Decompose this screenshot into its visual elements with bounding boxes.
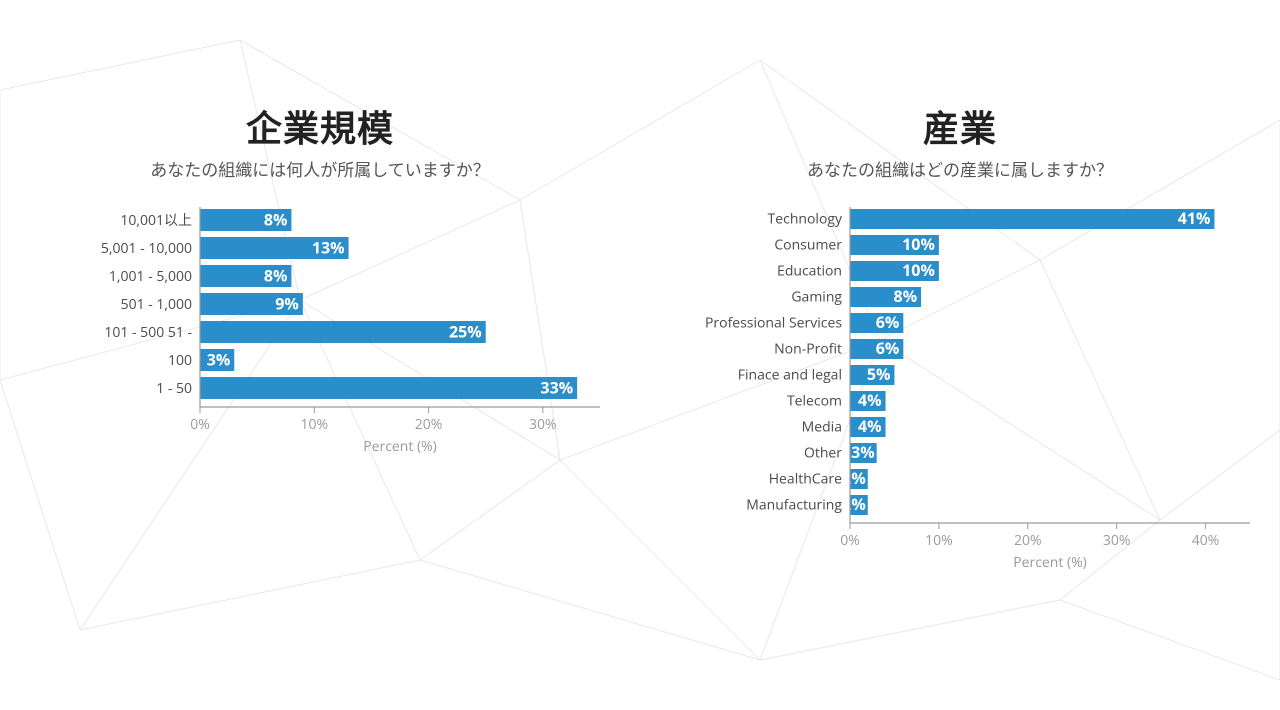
bar xyxy=(200,321,486,343)
category-label: Media xyxy=(802,417,842,436)
value-label: 41% xyxy=(1178,207,1211,229)
value-label: 3% xyxy=(851,441,875,463)
x-tick-label: 20% xyxy=(415,415,443,434)
bar xyxy=(850,209,1214,229)
category-label: 1 - 50 xyxy=(156,379,192,398)
x-tick-label: 0% xyxy=(840,531,860,550)
value-label: 8% xyxy=(264,265,288,287)
x-tick-label: 40% xyxy=(1192,531,1220,550)
x-axis-title: Percent (%) xyxy=(1013,553,1087,572)
value-label: 13% xyxy=(312,237,345,259)
value-label: 33% xyxy=(540,377,573,399)
x-tick-label: 30% xyxy=(1103,531,1131,550)
value-label: 3% xyxy=(207,349,231,371)
x-axis-title: Percent (%) xyxy=(363,437,437,456)
left-chart-subtitle: あなたの組織には何人が所属していますか？ xyxy=(150,156,490,181)
category-label: Non-Profit xyxy=(774,339,842,358)
bar xyxy=(200,377,577,399)
category-label: Consumer xyxy=(774,235,842,254)
value-label: 2% xyxy=(842,467,866,489)
category-label: Other xyxy=(804,443,842,462)
value-label: 5% xyxy=(867,363,891,385)
right-chart-subtitle: あなたの組織はどの産業に属しますか？ xyxy=(807,156,1113,181)
value-label: 4% xyxy=(858,389,882,411)
value-label: 10% xyxy=(902,259,935,281)
value-label: 6% xyxy=(876,311,900,333)
category-label: Telecom xyxy=(787,391,842,410)
value-label: 6% xyxy=(876,337,900,359)
category-label: Professional Services xyxy=(705,313,842,332)
category-label: 501 - 1,000 xyxy=(121,295,192,314)
category-label: Technology xyxy=(768,209,843,228)
value-label: 25% xyxy=(449,321,482,343)
left-chart-area: 10,001以上 8% 5,001 - 10,000 13% 1,001 - 5,000… xyxy=(30,199,610,484)
value-label: 2% xyxy=(842,493,866,515)
right-panel: 産業 あなたの組織はどの産業に属しますか？ Technology 41% Consu… xyxy=(640,100,1280,710)
value-label: 4% xyxy=(858,415,882,437)
x-tick-label: 0% xyxy=(190,415,210,434)
left-chart-svg: 10,001以上 8% 5,001 - 10,000 13% 1,001 - 5,000… xyxy=(30,199,610,479)
x-tick-label: 20% xyxy=(1014,531,1042,550)
category-label: 5,001 - 10,000 xyxy=(101,239,192,258)
left-chart-title: 企業規模 xyxy=(246,100,394,152)
category-label: 1,001 - 5,000 xyxy=(109,267,192,286)
category-label: 100 xyxy=(168,351,192,370)
right-chart-area: Technology 41% Consumer 10% Education 10% Gami… xyxy=(660,199,1260,624)
x-tick-label: 10% xyxy=(925,531,953,550)
value-label: 9% xyxy=(275,293,299,315)
value-label: 8% xyxy=(264,209,288,231)
right-chart-title: 産業 xyxy=(923,100,997,152)
category-label: Finace and legal xyxy=(738,365,842,384)
x-tick-label: 30% xyxy=(529,415,557,434)
value-label: 10% xyxy=(902,233,935,255)
category-label: Gaming xyxy=(791,287,842,306)
category-label: 101 - 500 51 - xyxy=(104,323,192,342)
category-label: HealthCare xyxy=(769,469,842,488)
category-label: Education xyxy=(777,261,842,280)
category-label: Manufacturing xyxy=(746,495,842,514)
right-chart-svg: Technology 41% Consumer 10% Education 10% Gami… xyxy=(660,199,1260,619)
chart-panels: 企業規模 あなたの組織には何人が所属していますか？ 10,001以上 8% 5,00… xyxy=(0,0,1280,710)
category-label: 10,001以上 xyxy=(120,211,192,230)
x-tick-label: 10% xyxy=(300,415,328,434)
value-label: 8% xyxy=(894,285,918,307)
left-panel: 企業規模 あなたの組織には何人が所属していますか？ 10,001以上 8% 5,00… xyxy=(0,100,640,710)
